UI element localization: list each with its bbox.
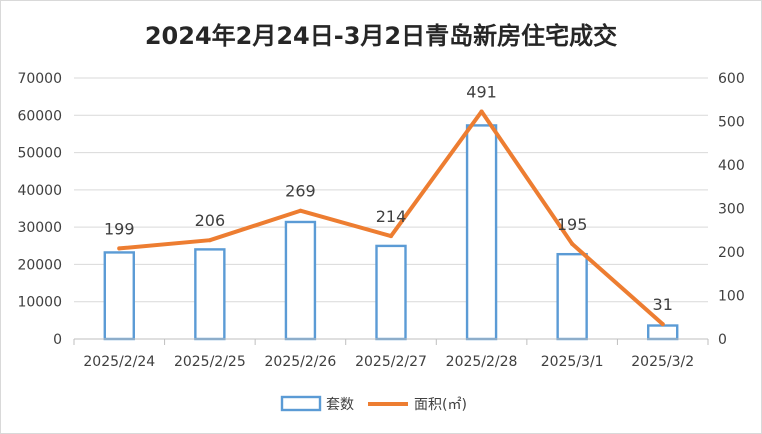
legend-bar-swatch xyxy=(280,395,322,412)
bar xyxy=(647,324,679,341)
x-tick-label: 2025/3/1 xyxy=(541,354,604,370)
data-label: 195 xyxy=(557,215,588,234)
data-labels: 199 206 269 214 491 195 31 xyxy=(104,83,673,315)
chart-title: 2024年2月24日-3月2日青岛新房住宅成交 xyxy=(145,22,617,50)
y-left-tick-label: 60000 xyxy=(17,108,62,124)
y-right-tick-label: 600 xyxy=(718,71,745,87)
line-point xyxy=(117,246,122,251)
bar xyxy=(465,124,498,341)
data-label: 491 xyxy=(466,83,497,102)
data-label: 206 xyxy=(195,211,226,230)
x-tick-label: 2025/2/26 xyxy=(265,354,337,370)
x-tick-label: 2025/2/28 xyxy=(446,354,518,370)
gridlines xyxy=(74,77,708,303)
legend: 套数 面积(㎡) xyxy=(280,395,467,413)
x-tick-label: 2025/3/2 xyxy=(631,354,694,370)
y-left-tick-label: 30000 xyxy=(17,220,62,236)
line-point xyxy=(660,322,665,327)
y-left-tick-label: 10000 xyxy=(17,295,62,311)
x-tick-label: 2025/2/24 xyxy=(83,354,155,370)
x-tick-label: 2025/2/27 xyxy=(355,354,427,370)
data-label: 31 xyxy=(653,295,673,314)
bar xyxy=(194,248,226,341)
data-label: 199 xyxy=(104,219,135,238)
y-left-tick-label: 50000 xyxy=(17,146,62,162)
legend-line-label: 面积(㎡) xyxy=(414,397,467,413)
y-left-tick-label: 0 xyxy=(53,332,62,348)
line-point xyxy=(479,109,484,114)
line-series xyxy=(117,109,665,327)
y-right-tick-label: 100 xyxy=(718,289,745,305)
x-tick-label: 2025/2/25 xyxy=(174,354,246,370)
line-point xyxy=(207,238,212,243)
y-left-tick-label: 40000 xyxy=(17,183,62,199)
axes: 0 10000 20000 30000 40000 50000 60000 70000 0 100… xyxy=(17,71,744,370)
y-left-tick-label: 70000 xyxy=(17,71,62,87)
bar xyxy=(556,252,588,341)
bar-series xyxy=(103,124,679,341)
bar xyxy=(284,220,317,341)
bar xyxy=(375,244,407,341)
line-point xyxy=(298,208,303,213)
y-right-tick-label: 400 xyxy=(718,158,745,174)
data-label: 269 xyxy=(285,182,316,201)
line-point xyxy=(389,234,393,239)
data-label: 214 xyxy=(376,207,407,226)
bar xyxy=(103,251,135,341)
y-right-tick-label: 0 xyxy=(718,332,727,348)
legend-bar-label: 套数 xyxy=(326,397,354,413)
y-right-tick-label: 200 xyxy=(718,245,745,261)
y-left-tick-label: 20000 xyxy=(17,257,62,273)
y-right-tick-label: 500 xyxy=(718,115,745,131)
line-point xyxy=(570,241,575,246)
y-right-tick-label: 300 xyxy=(718,202,745,218)
